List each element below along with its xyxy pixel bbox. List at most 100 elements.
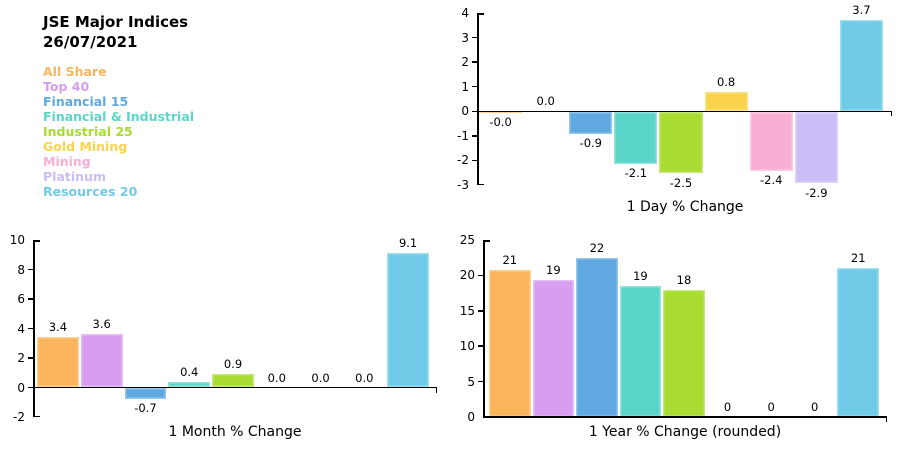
y-tick-label: 1 bbox=[461, 79, 469, 94]
value-label-industrial-25: 18 bbox=[676, 272, 692, 287]
legend-item-platinum: Platinum bbox=[43, 169, 106, 184]
value-label-all-share: -0.0 bbox=[489, 115, 512, 130]
y-tick bbox=[28, 386, 33, 389]
y-tick-label: 0 bbox=[461, 104, 469, 119]
y-tick bbox=[478, 310, 483, 312]
y-tick-label: 8 bbox=[17, 262, 25, 277]
legend-item-all-share: All Share bbox=[43, 64, 107, 79]
value-label-all-share: 3.4 bbox=[48, 320, 68, 335]
header: JSE Major Indices 26/07/2021 bbox=[43, 12, 188, 52]
chart-title-1-day: 1 Day % Change bbox=[626, 199, 744, 215]
bar-platinum bbox=[794, 112, 838, 184]
y-tick bbox=[472, 36, 477, 39]
chart-title-1-month: 1 Month % Change bbox=[168, 424, 302, 440]
report-date: 26/07/2021 bbox=[43, 33, 138, 51]
value-label-top-40: 19 bbox=[546, 263, 561, 278]
y-axis-bottom-cap bbox=[33, 415, 40, 417]
x-axis-end-tick bbox=[435, 387, 437, 393]
value-label-top-40: 3.6 bbox=[92, 317, 111, 332]
x-axis-line bbox=[477, 110, 892, 113]
value-label-gold-mining: 0.0 bbox=[267, 370, 286, 385]
value-label-top-40: 0.0 bbox=[536, 94, 555, 109]
legend-item-mining: Mining bbox=[43, 154, 91, 169]
value-label-all-share: 21 bbox=[502, 252, 518, 267]
value-label-gold-mining: 0.8 bbox=[716, 74, 736, 89]
bar-mining bbox=[749, 112, 793, 171]
value-label-financial-industrial: 19 bbox=[633, 269, 648, 284]
y-tick bbox=[472, 159, 477, 162]
bar-financial-15 bbox=[569, 112, 613, 135]
value-label-mining: -2.4 bbox=[759, 173, 783, 188]
y-tick-label: 4 bbox=[17, 321, 25, 336]
value-label-financial-15: -0.7 bbox=[134, 400, 157, 415]
value-label-platinum: -2.9 bbox=[805, 185, 828, 200]
y-tick-label: 6 bbox=[17, 292, 25, 306]
bar-all-share bbox=[489, 269, 531, 417]
legend-item-financial-15: Financial 15 bbox=[43, 94, 129, 109]
y-tick bbox=[28, 268, 33, 271]
legend-item-top-40: Top 40 bbox=[43, 79, 90, 94]
y-tick-label: 20 bbox=[459, 268, 475, 283]
y-tick bbox=[478, 380, 483, 383]
y-axis-line bbox=[483, 240, 485, 417]
bar-all-share bbox=[479, 112, 523, 114]
legend-item-financial-industrial: Financial & Industrial bbox=[43, 109, 195, 124]
y-axis-top-cap bbox=[483, 240, 490, 242]
y-tick-label: -2 bbox=[457, 153, 469, 168]
value-label-financial-industrial: 0.4 bbox=[180, 364, 199, 379]
page-title: JSE Major Indices bbox=[43, 13, 189, 31]
bar-industrial-25 bbox=[659, 112, 703, 174]
bar-industrial-25 bbox=[212, 374, 254, 388]
y-tick-label: 15 bbox=[459, 303, 475, 318]
y-tick-label: -1 bbox=[457, 128, 469, 143]
x-axis-end-tick bbox=[890, 111, 892, 117]
y-axis-line bbox=[33, 240, 35, 417]
value-label-financial-15: -0.9 bbox=[579, 136, 602, 151]
value-label-mining: 0.0 bbox=[311, 370, 330, 385]
value-label-industrial-25: -2.5 bbox=[669, 175, 693, 190]
legend-item-industrial-25: Industrial 25 bbox=[43, 124, 133, 139]
value-label-resources-20: 3.7 bbox=[852, 3, 871, 18]
value-label-industrial-25: 0.9 bbox=[223, 357, 243, 372]
chart-title-1-year: 1 Year % Change (rounded) bbox=[588, 424, 782, 440]
y-tick-label: 2 bbox=[17, 351, 25, 365]
y-tick bbox=[478, 345, 483, 347]
value-label-gold-mining: 0 bbox=[723, 400, 732, 414]
value-label-platinum: 0.0 bbox=[355, 370, 374, 385]
bar-financial-industrial bbox=[614, 112, 658, 164]
value-label-platinum: 0 bbox=[810, 400, 819, 414]
y-tick-label: -2 bbox=[13, 410, 25, 424]
bar-all-share bbox=[37, 337, 79, 388]
y-tick-label: 3 bbox=[461, 30, 469, 45]
bar-financial-15 bbox=[124, 388, 167, 399]
y-tick bbox=[472, 85, 477, 88]
bar-resources-20 bbox=[837, 267, 879, 417]
y-tick bbox=[478, 274, 483, 277]
value-label-financial-industrial: -2.1 bbox=[624, 165, 648, 180]
value-label-resources-20: 9.1 bbox=[398, 236, 418, 251]
legend-item-gold-mining: Gold Mining bbox=[43, 139, 128, 154]
y-tick-label: 0 bbox=[467, 410, 475, 424]
legend: All Share Top 40 Financial 15 Financial & I… bbox=[43, 64, 194, 199]
bar-resources-20 bbox=[839, 20, 883, 112]
value-label-mining: 0 bbox=[767, 400, 775, 414]
bar-financial-industrial bbox=[168, 381, 211, 388]
y-tick-label: 10 bbox=[459, 339, 475, 354]
x-axis-line bbox=[483, 416, 887, 418]
y-axis-top-cap bbox=[33, 240, 40, 242]
y-axis-bottom-cap bbox=[477, 183, 484, 185]
bar-financial-industrial bbox=[619, 286, 662, 417]
y-axis-line bbox=[477, 13, 479, 185]
y-tick bbox=[28, 327, 33, 330]
y-tick-label: 0 bbox=[17, 380, 25, 395]
y-tick-label: -3 bbox=[457, 178, 469, 192]
x-axis-line bbox=[33, 386, 437, 389]
y-tick-label: 4 bbox=[461, 6, 469, 20]
y-tick bbox=[28, 357, 33, 359]
y-tick bbox=[472, 135, 477, 137]
bar-industrial-25 bbox=[663, 289, 705, 417]
x-axis-end-tick bbox=[885, 417, 887, 422]
bar-gold-mining bbox=[704, 91, 748, 112]
y-tick bbox=[472, 110, 477, 113]
